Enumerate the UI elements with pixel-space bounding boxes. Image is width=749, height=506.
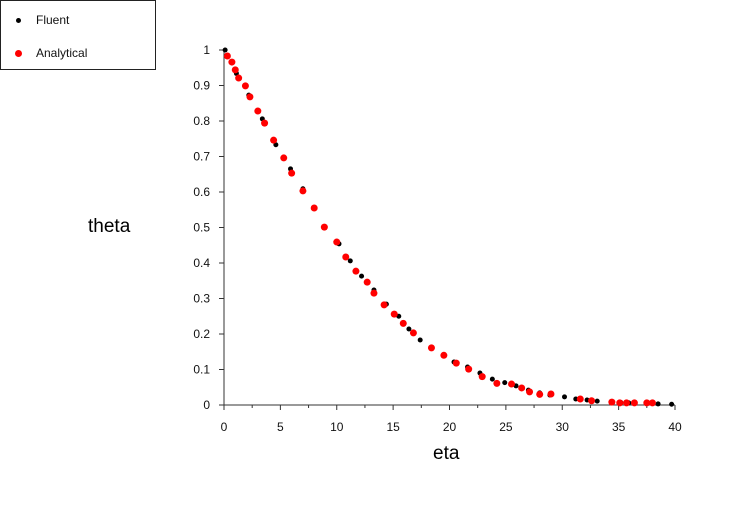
data-point (502, 380, 508, 386)
data-point (648, 399, 656, 407)
x-tick-label: 30 (556, 420, 570, 434)
data-point (399, 319, 407, 327)
data-point (518, 384, 526, 392)
data-point (478, 373, 486, 381)
data-point (228, 58, 236, 66)
data-point (342, 253, 350, 261)
legend: Fluent Analytical (0, 0, 156, 70)
y-tick-label: 0.2 (193, 327, 210, 341)
data-points (222, 47, 675, 407)
fluent-marker-icon (16, 17, 21, 23)
legend-label: Analytical (36, 46, 88, 60)
data-point (280, 154, 288, 162)
legend-item-fluent: Fluent (1, 13, 69, 27)
data-point (299, 187, 307, 195)
y-tick-label: 0.4 (193, 256, 210, 270)
y-tick-label: 0 (203, 398, 210, 412)
data-point (547, 390, 555, 398)
data-point (352, 267, 360, 275)
data-point (526, 388, 534, 396)
data-point (493, 379, 501, 387)
y-tick-label: 0.6 (193, 185, 210, 199)
data-point (261, 119, 269, 127)
data-point (359, 273, 365, 279)
data-point (347, 258, 353, 264)
data-point (616, 399, 624, 407)
data-point (594, 398, 600, 404)
x-axis-label: eta (433, 443, 460, 464)
data-point (562, 394, 568, 400)
data-point (417, 337, 423, 343)
data-point (231, 66, 239, 74)
x-tick-label: 20 (443, 420, 457, 434)
data-point (409, 329, 417, 337)
data-point (643, 399, 651, 407)
data-point (222, 47, 228, 53)
data-point (465, 365, 473, 373)
data-point (623, 399, 631, 407)
y-tick-label: 0.5 (193, 221, 210, 235)
data-point (235, 74, 243, 82)
data-point (588, 397, 596, 405)
y-tick-label: 0.7 (193, 150, 210, 164)
data-point (440, 351, 448, 359)
series-fluent (222, 47, 675, 407)
data-point (427, 344, 435, 352)
data-point (333, 238, 341, 246)
x-tick-label: 40 (668, 420, 682, 434)
x-tick-label: 35 (612, 420, 626, 434)
data-point (630, 399, 638, 407)
series-analytical (223, 52, 656, 407)
data-point (370, 289, 378, 297)
data-point (320, 223, 328, 231)
data-point (576, 395, 584, 403)
data-point (288, 169, 296, 177)
x-tick-label: 10 (330, 420, 344, 434)
data-point (536, 390, 544, 398)
x-tick-label: 25 (499, 420, 513, 434)
data-point (655, 401, 661, 407)
y-tick-label: 0.9 (193, 79, 210, 93)
data-point (406, 326, 412, 332)
data-point (508, 380, 516, 388)
data-point (273, 142, 279, 148)
data-point (241, 82, 249, 90)
data-point (254, 107, 262, 115)
legend-item-analytical: Analytical (1, 46, 87, 60)
data-point (380, 301, 388, 309)
data-point (669, 401, 675, 407)
y-tick-label: 0.8 (193, 114, 210, 128)
data-point (452, 359, 460, 367)
x-tick-label: 0 (221, 420, 228, 434)
axes: 00.10.20.30.40.50.60.70.80.910 5 10 15 20 25 3… (193, 43, 682, 434)
x-tick-label: 5 (277, 420, 284, 434)
data-point (363, 278, 371, 286)
y-tick-label: 0.1 (193, 363, 210, 377)
y-tick-label: 1 (203, 43, 210, 57)
y-axis-label: theta (88, 216, 131, 237)
analytical-marker-icon (15, 49, 22, 57)
data-point (390, 310, 398, 318)
data-point (223, 52, 231, 60)
data-point (246, 93, 254, 101)
y-tick-label: 0.3 (193, 292, 210, 306)
data-point (608, 398, 616, 406)
data-point (270, 136, 278, 144)
legend-label: Fluent (36, 13, 70, 27)
x-tick-label: 15 (386, 420, 400, 434)
data-point (310, 204, 318, 212)
data-point (489, 376, 495, 382)
